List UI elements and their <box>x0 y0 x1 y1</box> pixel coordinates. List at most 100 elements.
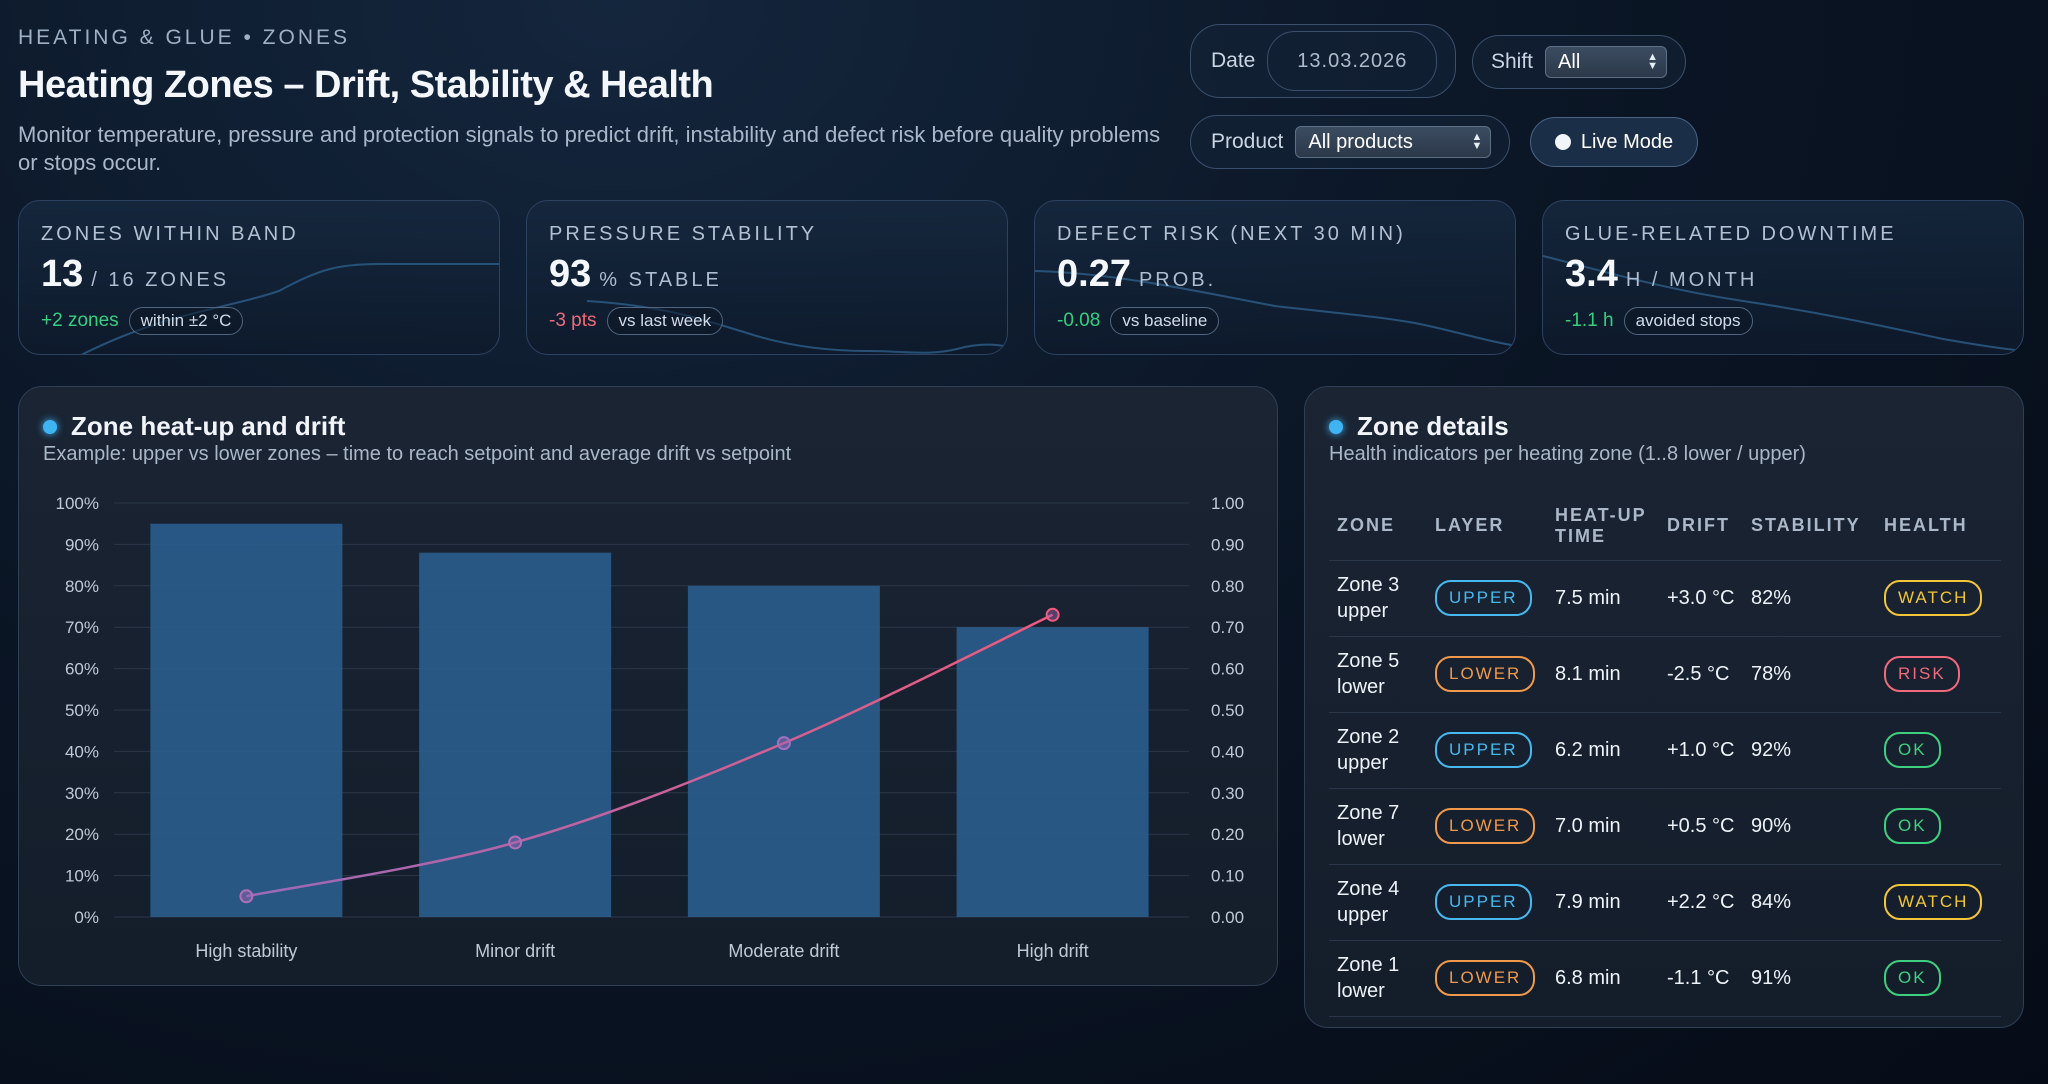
select-arrows-icon: ▲ ▼ <box>1471 131 1483 152</box>
kpi-unit: H / MONTH <box>1625 269 1758 291</box>
kpi-number: 93 <box>549 253 592 295</box>
layer-badge: LOWER <box>1435 960 1536 996</box>
bar <box>419 552 612 917</box>
kpi-delta: -3 pts <box>549 310 597 331</box>
kpi-footer: -1.1 h avoided stops <box>1565 307 1753 335</box>
kpi-value: 0.27 PROB. <box>1057 253 1216 296</box>
health-cell: OK <box>1876 939 2001 1017</box>
y-axis-right-tick-label: 0.60 <box>1211 660 1244 679</box>
product-select[interactable]: All products ▲ ▼ <box>1295 126 1492 158</box>
health-cell: OK <box>1876 787 2001 864</box>
sparkline <box>1035 270 1515 347</box>
kpi-number: 3.4 <box>1565 253 1618 295</box>
date-picker[interactable]: 13.03.2026 <box>1267 31 1438 91</box>
y-axis-right-tick-label: 0.70 <box>1211 618 1244 637</box>
kpi-delta: +2 zones <box>41 310 119 331</box>
health-cell: WATCH <box>1876 863 2001 940</box>
column-header[interactable]: HEAT-UP TIME <box>1555 504 1647 546</box>
health-cell: WATCH <box>1876 559 2001 636</box>
kpi-number: 0.27 <box>1057 253 1131 295</box>
zone-drift-chart: 0% 0.00 10% 0.10 20% 0.20 30% 0.30 40% 0.40 50% 0.5… <box>56 494 1245 961</box>
table-row[interactable]: Zone 4 upper UPPER 7.9 min +2.2 °C 84% W… <box>1329 863 2001 940</box>
kpi-delta: -1.1 h <box>1565 310 1614 331</box>
y-axis-right-tick-label: 0.00 <box>1211 908 1244 927</box>
panel-subtitle: Example: upper vs lower zones – time to … <box>43 443 792 465</box>
zone-cell: Zone 1 lower <box>1329 939 1427 1017</box>
shift-select[interactable]: All ▲ ▼ <box>1545 46 1668 78</box>
heatup-cell: 7.9 min <box>1547 863 1659 940</box>
y-axis-left-tick-label: 20% <box>65 825 99 844</box>
y-axis-right-tick-label: 0.40 <box>1211 742 1244 761</box>
page-title: Heating Zones – Drift, Stability & Healt… <box>18 64 714 106</box>
zone-details-panel: Zone details Health indicators per heati… <box>1304 386 2024 1028</box>
table-row[interactable]: Zone 7 lower LOWER 7.0 min +0.5 °C 90% O… <box>1329 787 2001 864</box>
sparkline <box>1543 255 2023 352</box>
drift-cell: -2.5 °C <box>1659 635 1743 712</box>
kpi-note: within ±2 °C <box>128 307 244 335</box>
y-axis-right-tick-label: 0.30 <box>1211 784 1244 803</box>
status-badge: WATCH <box>1884 580 1983 616</box>
column-header[interactable]: STABILITY <box>1751 515 1861 536</box>
y-axis-right-tick-label: 0.50 <box>1211 701 1244 720</box>
table-header-row: ZONE LAYER HEAT-UP TIME DRIFT STABILITY … <box>1329 492 2001 560</box>
heatup-cell: 8.1 min <box>1547 635 1659 712</box>
line-point <box>1045 607 1060 622</box>
layer-badge: LOWER <box>1435 808 1536 844</box>
panel-title-text: Zone details <box>1357 411 1509 441</box>
kpi-unit: PROB. <box>1138 269 1217 291</box>
date-label: Date <box>1211 49 1256 72</box>
drift-cell: -1.1 °C <box>1659 939 1743 1017</box>
table-row[interactable]: Zone 2 upper UPPER 6.2 min +1.0 °C 92% O… <box>1329 711 2001 788</box>
y-axis-left-tick-label: 90% <box>65 535 99 554</box>
date-control: Date 13.03.2026 <box>1190 24 1457 98</box>
line-point <box>508 835 523 850</box>
zone-cell: Zone 5 lower <box>1329 635 1427 712</box>
table-row[interactable]: Zone 5 lower LOWER 8.1 min -2.5 °C 78% R… <box>1329 635 2001 712</box>
panel-title: Zone heat-up and drift <box>43 411 345 442</box>
kpi-delta: -0.08 <box>1057 310 1101 331</box>
stability-cell: 84% <box>1743 863 1876 940</box>
product-select-value: All products <box>1308 130 1413 153</box>
status-badge: OK <box>1884 732 1941 768</box>
column-header[interactable]: ZONE <box>1337 515 1396 536</box>
kpi-card-defect-risk: DEFECT RISK (NEXT 30 MIN) 0.27 PROB. -0.… <box>1034 200 1516 355</box>
column-header[interactable]: LAYER <box>1435 515 1505 536</box>
y-axis-right-tick-label: 0.10 <box>1211 867 1244 886</box>
y-axis-left-tick-label: 80% <box>65 577 99 596</box>
y-axis-left-tick-label: 70% <box>65 618 99 637</box>
layer-cell: UPPER <box>1427 711 1547 788</box>
x-axis-tick-label: Moderate drift <box>728 941 839 961</box>
stability-cell: 91% <box>1743 939 1876 1017</box>
stability-cell: 82% <box>1743 559 1876 636</box>
y-axis-right-tick-label: 1.00 <box>1211 494 1244 513</box>
kpi-card-glue-downtime: GLUE-RELATED DOWNTIME 3.4 H / MONTH -1.1… <box>1542 200 2024 355</box>
x-axis-tick-label: Minor drift <box>475 941 555 961</box>
select-arrows-icon: ▲ ▼ <box>1647 51 1659 72</box>
stability-cell: 78% <box>1743 635 1876 712</box>
column-header[interactable]: DRIFT <box>1667 515 1730 536</box>
status-badge: OK <box>1884 960 1941 996</box>
y-axis-left-tick-label: 30% <box>65 784 99 803</box>
table-row[interactable]: Zone 1 lower LOWER 6.8 min -1.1 °C 91% O… <box>1329 939 2001 1017</box>
heatup-cell: 6.8 min <box>1547 939 1659 1017</box>
column-header[interactable]: HEALTH <box>1884 515 1968 536</box>
live-mode-toggle[interactable]: Live Mode <box>1530 117 1698 167</box>
status-badge: OK <box>1884 808 1941 844</box>
health-cell: RISK <box>1876 635 2001 712</box>
health-cell: OK <box>1876 711 2001 788</box>
table-row[interactable]: Zone 3 upper UPPER 7.5 min +3.0 °C 82% W… <box>1329 559 2001 636</box>
kpi-label: PRESSURE STABILITY <box>549 223 818 245</box>
x-axis-tick-label: High drift <box>1017 941 1089 961</box>
product-label: Product <box>1211 130 1284 153</box>
kpi-note: avoided stops <box>1623 307 1753 335</box>
y-axis-left-tick-label: 10% <box>65 867 99 886</box>
layer-badge: UPPER <box>1435 884 1532 920</box>
layer-cell: LOWER <box>1427 939 1547 1017</box>
page-subtitle: Monitor temperature, pressure and protec… <box>18 122 1161 175</box>
kpi-note: vs last week <box>606 307 724 335</box>
panel-subtitle: Health indicators per heating zone (1..8… <box>1329 443 1806 465</box>
y-axis-right-tick-label: 0.80 <box>1211 577 1244 596</box>
y-axis-left-tick-label: 60% <box>65 660 99 679</box>
layer-cell: LOWER <box>1427 787 1547 864</box>
heatup-cell: 7.0 min <box>1547 787 1659 864</box>
